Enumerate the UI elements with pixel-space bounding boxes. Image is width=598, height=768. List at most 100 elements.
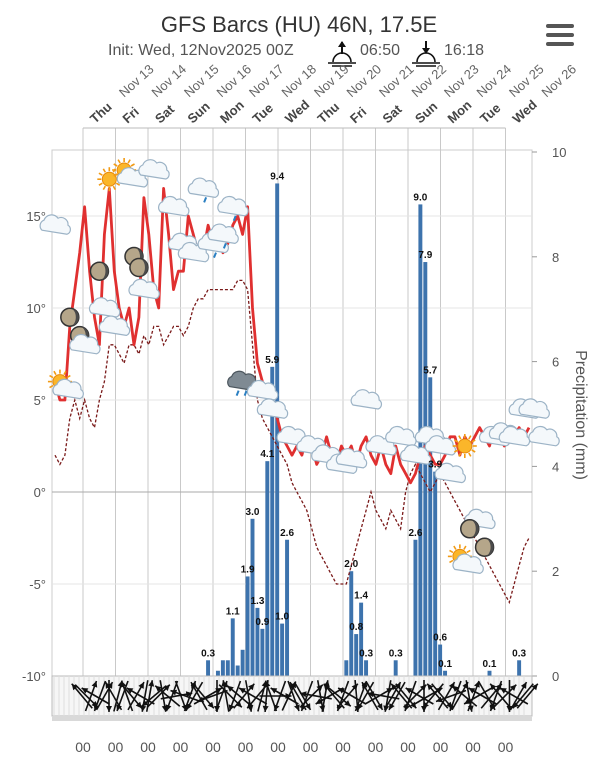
sun-ray	[98, 172, 103, 176]
wind-arrowhead	[270, 688, 278, 694]
cloud-shape	[207, 223, 239, 245]
sun-ray	[115, 182, 121, 186]
sun-ray	[130, 163, 135, 167]
cloud-shape	[256, 398, 289, 419]
precip-value-label: 1.3	[250, 596, 264, 607]
sun-ray	[53, 370, 57, 376]
sun-ray	[49, 374, 54, 379]
sunrise-icon	[328, 41, 356, 67]
precip-tick-label: 6	[552, 355, 559, 370]
precip-value-label: 0.1	[438, 659, 452, 670]
weather-icons	[39, 158, 560, 575]
precip-bar	[250, 518, 255, 676]
day-date: Nov 18	[278, 61, 319, 100]
plot-frame	[51, 149, 533, 677]
cloud-icon	[399, 444, 432, 465]
precip-bar	[349, 571, 354, 676]
wind-arrowhead	[91, 680, 98, 688]
wind-arrowhead	[248, 683, 255, 691]
sunrise-time: 06:50	[360, 42, 401, 59]
moon-icon	[474, 537, 495, 557]
wind-arrowhead	[148, 680, 155, 687]
moon-icon	[460, 519, 480, 539]
precip-value-label: 0.8	[349, 622, 363, 633]
hour-label: 00	[465, 739, 481, 755]
wind-arrowhead	[163, 684, 170, 692]
wind-arrowhead	[262, 705, 269, 712]
cloud-icon	[350, 389, 383, 410]
cloud-shape	[217, 195, 249, 217]
precip-bar	[260, 628, 265, 676]
cloud-icon	[434, 462, 466, 484]
moon-shadow	[484, 538, 494, 557]
precip-value-label: 2.6	[408, 528, 422, 539]
cloud-icon	[256, 398, 289, 419]
wind-arrowhead	[273, 704, 280, 712]
sun-ray	[449, 549, 454, 554]
moon-icon	[129, 257, 149, 278]
sun-ray	[49, 384, 54, 389]
precip-bar	[487, 670, 492, 676]
cloud-shape	[187, 177, 220, 199]
precip-value-label: 0.6	[433, 633, 447, 644]
precipitation-axis-title: Precipitation (mm)	[572, 350, 589, 480]
day-date: Nov 14	[148, 61, 189, 100]
cloud-icon	[69, 333, 101, 355]
cloud-icon	[138, 159, 170, 180]
hamburger-bar-icon	[546, 33, 574, 37]
precip-value-label: 1.0	[275, 612, 289, 623]
wind-arrowhead	[391, 683, 398, 691]
day-name: Sat	[379, 101, 405, 126]
temp-tick-label: -5°	[29, 577, 46, 592]
day-date: Nov 13	[116, 61, 157, 100]
cloud-shape	[518, 398, 550, 419]
wind-arrowhead	[71, 683, 78, 691]
precip-bar	[359, 602, 364, 676]
precip-value-label: 9.0	[413, 192, 427, 203]
cloud-icon	[424, 435, 457, 456]
wind-arrowhead	[300, 691, 307, 698]
precip-value-label: 3.9	[428, 460, 442, 471]
wind-arrowhead	[362, 682, 368, 689]
hour-label: 00	[140, 739, 156, 755]
moon-shadow	[138, 258, 148, 277]
wind-arrowhead	[315, 698, 323, 704]
wind-arrowhead	[141, 700, 149, 707]
menu-button[interactable]	[546, 24, 574, 48]
dewpoint-line	[54, 279, 530, 605]
wind-arrowhead	[422, 701, 429, 709]
wind-arrowhead	[138, 682, 144, 689]
temp-tick-label: -10°	[22, 669, 46, 684]
wind-arrowhead	[427, 683, 434, 691]
precip-value-label: 1.9	[241, 564, 255, 575]
cloud-icon	[128, 278, 160, 300]
sun-ray	[454, 439, 459, 443]
precip-bar	[220, 660, 225, 676]
day-name: Fri	[119, 104, 141, 126]
wind-strip-bottom	[52, 716, 532, 721]
sun-ray	[102, 185, 107, 190]
sun-ray	[102, 168, 107, 173]
precip-bar	[230, 618, 235, 676]
sun-disc	[101, 171, 117, 187]
cloud-shape	[158, 195, 190, 217]
page-title: GFS Barcs (HU) 46N, 17.5E	[160, 12, 438, 37]
moon-shadow	[69, 308, 79, 327]
sun-ray	[66, 374, 71, 379]
precip-bar	[517, 660, 522, 676]
hour-label: 00	[205, 739, 221, 755]
cloud-icon	[98, 315, 131, 337]
hour-label: 00	[108, 739, 124, 755]
precip-value-label: 1.1	[226, 606, 240, 617]
init-time: Init: Wed, 12Nov2025 00Z	[108, 42, 294, 59]
wind-arrowhead	[435, 696, 443, 703]
temp-tick-label: 15°	[26, 209, 46, 224]
wind-arrowhead	[389, 703, 395, 710]
sun-ray	[117, 159, 121, 164]
cloud-shape	[246, 379, 279, 401]
precip-value-label: 0.3	[512, 648, 526, 659]
wind-arrowhead	[452, 685, 459, 692]
wind-arrowhead	[126, 688, 134, 694]
sun-ray	[466, 549, 471, 554]
